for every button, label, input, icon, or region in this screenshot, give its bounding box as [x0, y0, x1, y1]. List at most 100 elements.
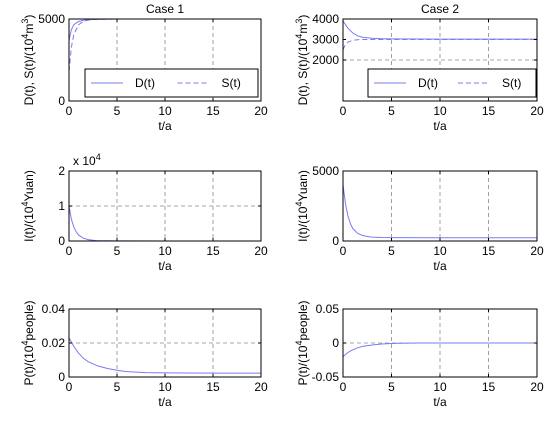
scale-base: x 10 [73, 154, 96, 168]
x-tick-label: 15 [206, 380, 220, 394]
y-label-part: ) [296, 300, 310, 304]
x-tick-label: 5 [114, 104, 121, 118]
y-axis-label: I(t)/(104Yuan) [294, 170, 310, 242]
chart-panel-4: 0 5 10 15 20 0 5000 t/a I(t)/(104Yuan) [294, 164, 544, 273]
x-tick-label: 0 [66, 244, 73, 258]
y-tick-label: 2 [58, 164, 65, 178]
legend-label: S(t) [222, 76, 241, 90]
series-line-2 [342, 39, 537, 51]
series-line-1 [342, 184, 537, 239]
chart-panel-5: 0 5 10 15 20 0 0.02 0.04 t/a P(t)/(104people) [20, 300, 268, 409]
x-axis-label: t/a [433, 395, 447, 409]
y-tick-label: 0 [332, 336, 339, 350]
y-tick-label: 0.02 [42, 336, 66, 350]
chart-panel-1: 0 5 10 15 20 0 5000 t/a Case 1 D(t), S(t)/(104m3)… [20, 2, 268, 133]
x-tick-label: 20 [254, 244, 268, 258]
series-line-1 [342, 20, 537, 40]
legend-label: D(t) [135, 76, 155, 90]
x-axis-label: t/a [158, 259, 172, 273]
y-tick-label: 0 [332, 234, 339, 248]
y-label-part: P(t)/(10 [22, 345, 36, 385]
x-tick-label: 5 [388, 380, 395, 394]
chart-title: Case 2 [421, 2, 459, 16]
series-line-2 [68, 18, 261, 72]
y-label-part: ) [22, 300, 36, 304]
x-tick-label: 5 [114, 380, 121, 394]
x-tick-label: 0 [340, 104, 347, 118]
y-tick-label: 0.05 [316, 302, 340, 316]
y-tick-label: 3000 [312, 33, 339, 47]
x-axis-label: t/a [158, 119, 172, 133]
x-axis-label: t/a [158, 395, 172, 409]
y-tick-label: 1 [58, 199, 65, 213]
x-axis-label: t/a [433, 119, 447, 133]
y-tick-label: 0.04 [42, 302, 66, 316]
x-tick-label: 0 [340, 244, 347, 258]
legend: D(t) S(t) [367, 68, 537, 98]
x-tick-label: 5 [388, 244, 395, 258]
y-label-part: Yuan [296, 174, 310, 201]
y-label-part: m [22, 24, 36, 34]
y-label-part: ) [22, 170, 36, 174]
y-tick-label: 5000 [38, 12, 65, 26]
y-label-part: Yuan [22, 174, 36, 201]
x-tick-label: 0 [66, 104, 73, 118]
y-label-part: ) [22, 15, 36, 19]
x-tick-label: 15 [482, 104, 496, 118]
y-label-part: 4 [294, 341, 304, 346]
y-label-part: I(t)/(10 [296, 206, 310, 242]
y-tick-label: 2000 [312, 53, 339, 67]
series-line-1 [342, 342, 537, 357]
y-tick-label: -0.05 [312, 370, 340, 384]
chart-title: Case 1 [146, 2, 184, 16]
x-tick-label: 10 [433, 244, 447, 258]
y-label-part: 3 [20, 19, 30, 24]
y-axis-label: I(t)/(104Yuan) [20, 170, 36, 242]
y-label-part: 4 [20, 202, 30, 207]
y-tick-label: 0 [58, 94, 65, 108]
x-tick-label: 20 [254, 380, 268, 394]
x-tick-label: 0 [340, 380, 347, 394]
x-tick-label: 5 [388, 104, 395, 118]
x-tick-label: 15 [206, 244, 220, 258]
y-axis-label: D(t), S(t)/(104m3) [294, 15, 310, 106]
x-tick-label: 20 [530, 104, 544, 118]
y-label-part: I(t)/(10 [22, 206, 36, 242]
y-label-part: D(t), S(t)/(10 [296, 38, 310, 105]
x-tick-label: 10 [433, 380, 447, 394]
y-axis-label: D(t), S(t)/(104m3) [20, 15, 36, 106]
series-line-1 [68, 337, 261, 374]
x-tick-label: 20 [530, 244, 544, 258]
chart-panel-2: 0 5 10 15 20 2000 3000 4000 t/a Case 2 D(t), S(t)/… [294, 2, 544, 133]
x-axis-label: t/a [433, 259, 447, 273]
y-tick-label: 0 [58, 234, 65, 248]
legend: D(t) S(t) [84, 68, 259, 98]
y-label-part: m [296, 24, 310, 34]
x-tick-label: 10 [158, 104, 172, 118]
y-label-part: P(t)/(10 [296, 345, 310, 385]
x-tick-label: 15 [206, 104, 220, 118]
y-label-part: ) [296, 170, 310, 174]
x-tick-label: 0 [66, 380, 73, 394]
y-axis-label: P(t)/(104people) [20, 300, 36, 385]
y-tick-label: 5000 [312, 164, 339, 178]
y-label-part: people [22, 304, 36, 340]
y-label-part: 4 [20, 34, 30, 39]
axis-scale-label: x 104 [73, 152, 101, 168]
y-axis-label: P(t)/(104people) [294, 300, 310, 385]
x-tick-label: 15 [482, 244, 496, 258]
legend-label: S(t) [502, 76, 521, 90]
y-label-part: 4 [294, 34, 304, 39]
y-label-part: D(t), S(t)/(10 [22, 38, 36, 105]
y-label-part: 4 [20, 341, 30, 346]
y-label-part: 3 [294, 19, 304, 24]
y-label-part: ) [296, 15, 310, 19]
x-tick-label: 10 [158, 244, 172, 258]
x-tick-label: 10 [158, 380, 172, 394]
y-tick-label: 0 [58, 370, 65, 384]
y-label-part: people [296, 304, 310, 340]
x-tick-label: 15 [482, 380, 496, 394]
